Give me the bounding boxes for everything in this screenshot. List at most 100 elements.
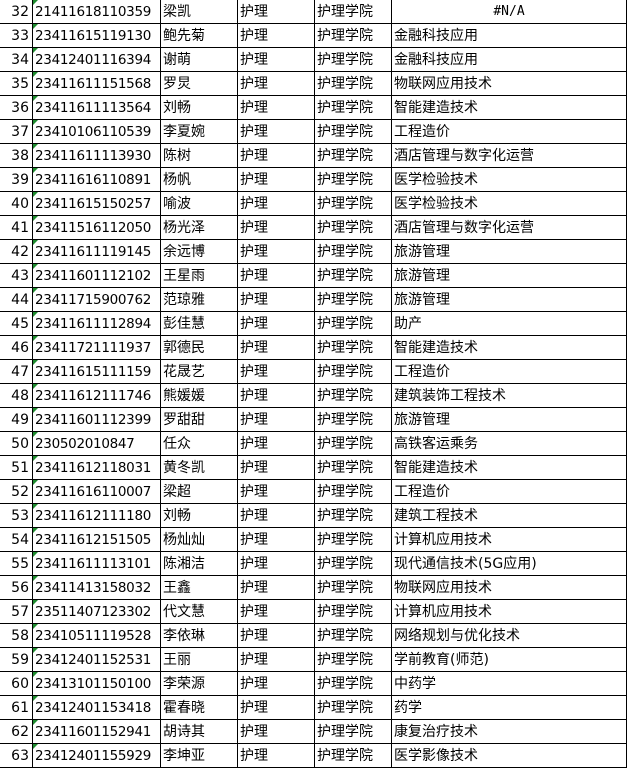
row-number-cell[interactable]: 48 xyxy=(0,383,33,408)
student-id-cell[interactable]: 23411611112894 xyxy=(32,311,161,336)
major-cell[interactable]: 护理 xyxy=(237,167,315,192)
college-cell[interactable]: 护理学院 xyxy=(314,47,392,72)
target-major-cell[interactable]: 智能建造技术 xyxy=(391,95,627,120)
name-cell[interactable]: 刘畅 xyxy=(160,95,238,120)
student-id-cell[interactable]: 23411612151505 xyxy=(32,527,161,552)
target-major-cell[interactable]: 物联网应用技术 xyxy=(391,575,627,600)
row-number-cell[interactable]: 36 xyxy=(0,95,33,120)
major-cell[interactable]: 护理 xyxy=(237,719,315,744)
major-cell[interactable]: 护理 xyxy=(237,95,315,120)
name-cell[interactable]: 陈树 xyxy=(160,143,238,168)
college-cell[interactable]: 护理学院 xyxy=(314,527,392,552)
college-cell[interactable]: 护理学院 xyxy=(314,95,392,120)
student-id-cell[interactable]: 23412401152531 xyxy=(32,647,161,672)
student-id-cell[interactable]: 23411611113564 xyxy=(32,95,161,120)
row-number-cell[interactable]: 38 xyxy=(0,143,33,168)
college-cell[interactable]: 护理学院 xyxy=(314,191,392,216)
name-cell[interactable]: 王星雨 xyxy=(160,263,238,288)
target-major-cell[interactable]: 旅游管理 xyxy=(391,239,627,264)
name-cell[interactable]: 熊媛媛 xyxy=(160,383,238,408)
college-cell[interactable]: 护理学院 xyxy=(314,407,392,432)
name-cell[interactable]: 罗甜甜 xyxy=(160,407,238,432)
target-major-cell[interactable]: 建筑工程技术 xyxy=(391,503,627,528)
row-number-cell[interactable]: 32 xyxy=(0,0,33,24)
row-number-cell[interactable]: 47 xyxy=(0,359,33,384)
name-cell[interactable]: 李坤亚 xyxy=(160,743,238,768)
major-cell[interactable]: 护理 xyxy=(237,695,315,720)
student-id-cell[interactable]: 23411615119130 xyxy=(32,23,161,48)
major-cell[interactable]: 护理 xyxy=(237,671,315,696)
target-major-cell[interactable]: 药学 xyxy=(391,695,627,720)
row-number-cell[interactable]: 53 xyxy=(0,503,33,528)
name-cell[interactable]: 余远博 xyxy=(160,239,238,264)
name-cell[interactable]: 杨灿灿 xyxy=(160,527,238,552)
name-cell[interactable]: 喻波 xyxy=(160,191,238,216)
row-number-cell[interactable]: 56 xyxy=(0,575,33,600)
student-id-cell[interactable]: 23412401116394 xyxy=(32,47,161,72)
student-id-cell[interactable]: 23411601112399 xyxy=(32,407,161,432)
major-cell[interactable]: 护理 xyxy=(237,575,315,600)
target-major-cell[interactable]: 中药学 xyxy=(391,671,627,696)
target-major-cell[interactable]: 智能建造技术 xyxy=(391,335,627,360)
college-cell[interactable]: 护理学院 xyxy=(314,239,392,264)
college-cell[interactable]: 护理学院 xyxy=(314,311,392,336)
row-number-cell[interactable]: 58 xyxy=(0,623,33,648)
student-id-cell[interactable]: 23412401155929 xyxy=(32,743,161,768)
target-major-cell[interactable]: 旅游管理 xyxy=(391,263,627,288)
student-id-cell[interactable]: 23411612111746 xyxy=(32,383,161,408)
major-cell[interactable]: 护理 xyxy=(237,215,315,240)
target-major-cell[interactable]: 网络规划与优化技术 xyxy=(391,623,627,648)
target-major-cell[interactable]: 旅游管理 xyxy=(391,407,627,432)
target-major-cell[interactable]: 工程造价 xyxy=(391,119,627,144)
target-major-cell[interactable]: 建筑装饰工程技术 xyxy=(391,383,627,408)
row-number-cell[interactable]: 44 xyxy=(0,287,33,312)
name-cell[interactable]: 鲍先菊 xyxy=(160,23,238,48)
major-cell[interactable]: 护理 xyxy=(237,479,315,504)
name-cell[interactable]: 梁凯 xyxy=(160,0,238,24)
row-number-cell[interactable]: 42 xyxy=(0,239,33,264)
name-cell[interactable]: 梁超 xyxy=(160,479,238,504)
student-id-cell[interactable]: 23411616110891 xyxy=(32,167,161,192)
major-cell[interactable]: 护理 xyxy=(237,407,315,432)
college-cell[interactable]: 护理学院 xyxy=(314,119,392,144)
major-cell[interactable]: 护理 xyxy=(237,287,315,312)
name-cell[interactable]: 王丽 xyxy=(160,647,238,672)
name-cell[interactable]: 代文慧 xyxy=(160,599,238,624)
student-id-cell[interactable]: 23411516112050 xyxy=(32,215,161,240)
target-major-cell[interactable]: 物联网应用技术 xyxy=(391,71,627,96)
row-number-cell[interactable]: 43 xyxy=(0,263,33,288)
target-major-cell[interactable]: 工程造价 xyxy=(391,479,627,504)
student-id-cell[interactable]: 21411618110359 xyxy=(32,0,161,24)
major-cell[interactable]: 护理 xyxy=(237,359,315,384)
major-cell[interactable]: 护理 xyxy=(237,119,315,144)
major-cell[interactable]: 护理 xyxy=(237,527,315,552)
college-cell[interactable]: 护理学院 xyxy=(314,479,392,504)
target-major-cell[interactable]: 学前教育(师范) xyxy=(391,647,627,672)
college-cell[interactable]: 护理学院 xyxy=(314,623,392,648)
student-id-cell[interactable]: 230502010847 xyxy=(32,431,161,456)
target-major-cell[interactable]: #N/A xyxy=(391,0,627,24)
student-id-cell[interactable]: 23411601152941 xyxy=(32,719,161,744)
major-cell[interactable]: 护理 xyxy=(237,23,315,48)
major-cell[interactable]: 护理 xyxy=(237,239,315,264)
row-number-cell[interactable]: 34 xyxy=(0,47,33,72)
target-major-cell[interactable]: 现代通信技术(5G应用) xyxy=(391,551,627,576)
target-major-cell[interactable]: 医学影像技术 xyxy=(391,743,627,768)
college-cell[interactable]: 护理学院 xyxy=(314,719,392,744)
row-number-cell[interactable]: 54 xyxy=(0,527,33,552)
row-number-cell[interactable]: 46 xyxy=(0,335,33,360)
college-cell[interactable]: 护理学院 xyxy=(314,23,392,48)
target-major-cell[interactable]: 工程造价 xyxy=(391,359,627,384)
college-cell[interactable]: 护理学院 xyxy=(314,743,392,768)
student-id-cell[interactable]: 23411721111937 xyxy=(32,335,161,360)
student-id-cell[interactable]: 23511407123302 xyxy=(32,599,161,624)
row-number-cell[interactable]: 62 xyxy=(0,719,33,744)
name-cell[interactable]: 霍春晓 xyxy=(160,695,238,720)
name-cell[interactable]: 李荣源 xyxy=(160,671,238,696)
student-id-cell[interactable]: 23413101150100 xyxy=(32,671,161,696)
name-cell[interactable]: 胡诗其 xyxy=(160,719,238,744)
name-cell[interactable]: 李依琳 xyxy=(160,623,238,648)
row-number-cell[interactable]: 60 xyxy=(0,671,33,696)
row-number-cell[interactable]: 50 xyxy=(0,431,33,456)
row-number-cell[interactable]: 39 xyxy=(0,167,33,192)
